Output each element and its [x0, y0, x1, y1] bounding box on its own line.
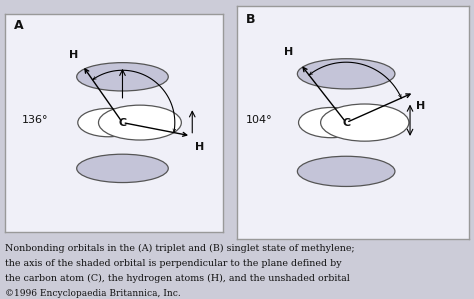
Ellipse shape	[99, 105, 182, 140]
Ellipse shape	[297, 156, 395, 187]
Text: the axis of the shaded orbital is perpendicular to the plane defined by: the axis of the shaded orbital is perpen…	[5, 259, 341, 268]
Text: B: B	[246, 13, 256, 26]
Text: the carbon atom (C), the hydrogen atoms (H), and the unshaded orbital: the carbon atom (C), the hydrogen atoms …	[5, 274, 350, 283]
Text: Nonbonding orbitals in the (A) triplet and (B) singlet state of methylene;: Nonbonding orbitals in the (A) triplet a…	[5, 244, 355, 253]
Ellipse shape	[320, 104, 409, 141]
Text: 104°: 104°	[246, 115, 273, 125]
Ellipse shape	[297, 59, 395, 89]
Ellipse shape	[77, 154, 168, 183]
Text: A: A	[13, 19, 23, 32]
Text: ©1996 Encyclopaedia Britannica, Inc.: ©1996 Encyclopaedia Britannica, Inc.	[5, 289, 181, 298]
Text: C: C	[118, 118, 127, 128]
Text: H: H	[69, 50, 78, 60]
Text: 136°: 136°	[22, 115, 49, 125]
Text: H: H	[416, 101, 426, 111]
Text: H: H	[195, 142, 204, 152]
Text: C: C	[342, 118, 350, 128]
Ellipse shape	[77, 62, 168, 91]
Ellipse shape	[299, 108, 364, 138]
Text: H: H	[284, 48, 293, 57]
Ellipse shape	[78, 109, 139, 137]
